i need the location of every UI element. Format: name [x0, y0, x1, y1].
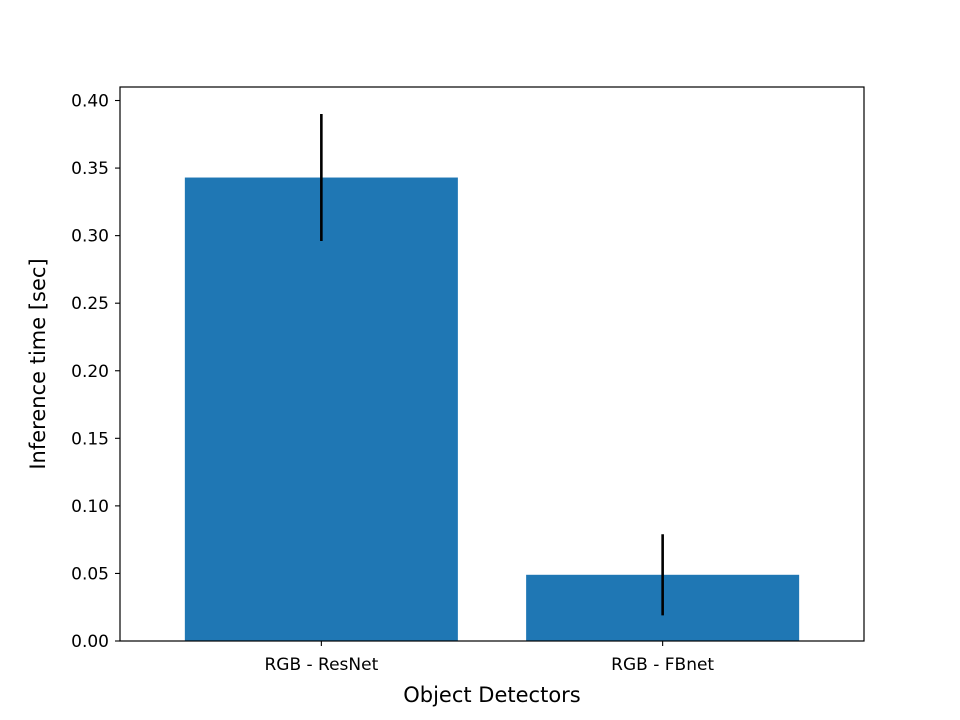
y-tick-label-2: 0.05: [71, 564, 109, 584]
y-tick-label-4: 0.15: [71, 429, 109, 449]
error-bars-group: [320, 114, 664, 616]
y-tick-label-8: 0.35: [71, 159, 109, 179]
x-tick-label-1: RGB - ResNet: [264, 655, 378, 675]
y-axis: 0.00 0.05 0.10 0.15 0.20 0.25 0.30 0.35 0.40: [71, 92, 120, 652]
y-axis-title: Inference time [sec]: [26, 258, 50, 469]
bars-group: [184, 177, 800, 641]
y-tick-label-9: 0.40: [71, 92, 109, 112]
axes-frame: [119, 86, 865, 642]
bar-1: [184, 177, 458, 641]
x-axis: RGB - ResNet RGB - FBnet: [264, 641, 714, 675]
y-tick-label-5: 0.20: [71, 362, 109, 382]
y-tick-label-1: 0.00: [71, 632, 109, 652]
y-tick-label-3: 0.10: [71, 497, 109, 517]
y-tick-label-7: 0.30: [71, 227, 109, 247]
x-axis-title: Object Detectors: [403, 683, 581, 707]
y-tick-label-6: 0.25: [71, 294, 109, 314]
x-tick-label-2: RGB - FBnet: [611, 655, 714, 675]
